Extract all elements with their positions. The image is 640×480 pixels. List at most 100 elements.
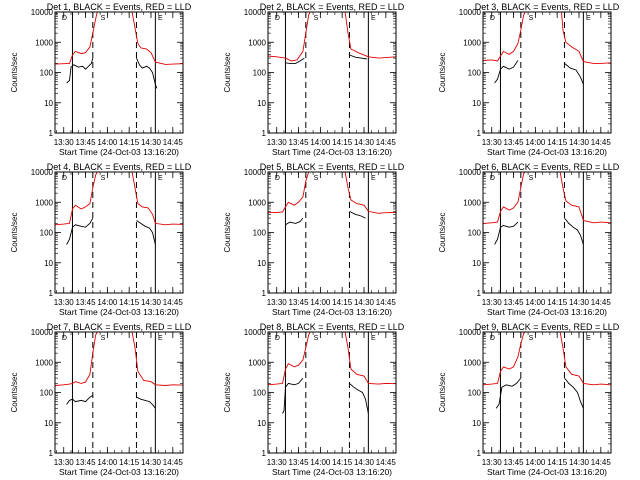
chart-title: Det 3, BLACK = Events, RED = LLD (475, 2, 620, 12)
segment-marker-label: S (314, 335, 319, 342)
x-axis-label: Start Time (24-Oct-03 13:16:20) (59, 147, 179, 157)
y-axis-label: Counts/sec (223, 372, 232, 412)
x-tick-label: 14:30 (141, 138, 162, 147)
lld-series-line (482, 331, 612, 386)
y-tick-label: 1000 (463, 38, 481, 47)
y-tick-label: 10000 (244, 328, 267, 337)
y-tick-label: 10 (472, 99, 481, 108)
x-tick-label: 14:00 (525, 458, 546, 467)
segment-marker-label: D (62, 335, 67, 342)
chart-title: Det 9, BLACK = Events, RED = LLD (475, 322, 620, 332)
segment-marker-label: E (371, 335, 376, 342)
x-tick-label: 14:15 (547, 138, 568, 147)
x-tick-label: 13:30 (482, 298, 503, 307)
chart-panel: Det 9, BLACK = Events, RED = LLD Counts/s… (438, 322, 620, 477)
segment-marker-label: E (586, 15, 591, 22)
x-tick-label: 13:45 (76, 458, 97, 467)
segment-marker-label: S (101, 15, 106, 22)
lld-series-line (54, 331, 184, 386)
x-axis-label: Start Time (24-Oct-03 13:16:20) (59, 307, 179, 317)
x-tick-label: 14:30 (354, 298, 375, 307)
segment-marker-label: S (101, 175, 106, 182)
events-series-line (136, 396, 156, 409)
y-tick-label: 1000 (463, 358, 481, 367)
segment-marker-label: S (314, 175, 319, 182)
x-tick-label: 14:15 (119, 138, 140, 147)
chart-panel: Det 2, BLACK = Events, RED = LLD Counts/s… (223, 2, 405, 157)
y-tick-label: 1 (49, 289, 54, 298)
x-tick-label: 13:30 (54, 458, 75, 467)
chart-title: Det 2, BLACK = Events, RED = LLD (260, 2, 405, 12)
plot-frame (54, 11, 184, 134)
y-axis-label: Counts/sec (438, 212, 447, 252)
lld-series-line (267, 331, 397, 386)
chart-panel: Det 7, BLACK = Events, RED = LLD Counts/s… (10, 322, 192, 477)
x-tick-label: 14:30 (141, 298, 162, 307)
plot-frame (267, 331, 397, 454)
y-tick-label: 1 (262, 289, 267, 298)
x-axis-label: Start Time (24-Oct-03 13:16:20) (487, 147, 607, 157)
y-tick-label: 10 (44, 419, 53, 428)
y-tick-label: 1 (477, 449, 482, 458)
chart-title: Det 6, BLACK = Events, RED = LLD (475, 162, 620, 172)
segment-marker-label: E (586, 175, 591, 182)
chart-title: Det 4, BLACK = Events, RED = LLD (47, 162, 192, 172)
y-tick-label: 1 (49, 449, 54, 458)
x-axis-label: Start Time (24-Oct-03 13:16:20) (272, 307, 392, 317)
x-tick-label: 13:30 (267, 138, 288, 147)
x-tick-label: 13:45 (76, 298, 97, 307)
x-tick-label: 14:30 (569, 298, 590, 307)
x-tick-label: 14:30 (569, 458, 590, 467)
x-axis-label: Start Time (24-Oct-03 13:16:20) (272, 467, 392, 477)
x-tick-label: 14:00 (525, 298, 546, 307)
chart-title: Det 5, BLACK = Events, RED = LLD (260, 162, 405, 172)
x-tick-label: 14:15 (547, 298, 568, 307)
segment-marker-label: E (158, 15, 163, 22)
plot-frame (267, 171, 397, 294)
y-tick-label: 10000 (244, 168, 267, 177)
y-tick-label: 10 (44, 99, 53, 108)
y-tick-label: 100 (40, 229, 54, 238)
y-axis-label: Counts/sec (10, 212, 19, 252)
segment-marker-label: S (529, 15, 534, 22)
x-axis-label: Start Time (24-Oct-03 13:16:20) (272, 147, 392, 157)
segment-marker-label: E (371, 175, 376, 182)
x-tick-label: 14:30 (354, 138, 375, 147)
y-tick-label: 10 (257, 259, 266, 268)
x-tick-label: 14:00 (310, 138, 331, 147)
y-tick-label: 100 (468, 389, 482, 398)
chart-panel: Det 5, BLACK = Events, RED = LLD Counts/s… (223, 162, 405, 317)
events-series-line (66, 217, 94, 245)
y-axis-label: Counts/sec (223, 52, 232, 92)
segment-marker-label: D (490, 175, 495, 182)
y-tick-label: 10 (44, 259, 53, 268)
x-tick-label: 14:00 (310, 458, 331, 467)
lld-series-line (482, 171, 612, 224)
events-series-line (285, 217, 304, 226)
y-tick-label: 1 (477, 289, 482, 298)
chart-panel: Det 3, BLACK = Events, RED = LLD Counts/s… (438, 2, 620, 157)
events-series-line (66, 395, 94, 405)
x-tick-label: 13:30 (482, 138, 503, 147)
x-tick-label: 13:45 (289, 138, 310, 147)
x-tick-label: 14:45 (591, 298, 612, 307)
events-series-line (285, 57, 305, 64)
segment-marker-label: E (158, 335, 163, 342)
y-tick-label: 1000 (35, 38, 53, 47)
y-axis-label: Counts/sec (10, 372, 19, 412)
events-series-line (494, 221, 519, 245)
y-tick-label: 100 (253, 389, 267, 398)
x-tick-label: 14:45 (376, 138, 397, 147)
segment-marker-label: D (275, 335, 280, 342)
x-tick-label: 13:30 (482, 458, 503, 467)
chart-panel: Det 4, BLACK = Events, RED = LLD Counts/s… (10, 162, 192, 317)
chart-panel: Det 8, BLACK = Events, RED = LLD Counts/s… (223, 322, 405, 477)
chart-title: Det 1, BLACK = Events, RED = LLD (47, 2, 192, 12)
segment-marker-label: D (62, 15, 67, 22)
x-tick-label: 13:30 (267, 458, 288, 467)
lld-series-line (54, 11, 184, 65)
segment-marker-label: E (158, 175, 163, 182)
x-tick-label: 14:00 (97, 458, 118, 467)
lld-series-line (267, 11, 397, 62)
